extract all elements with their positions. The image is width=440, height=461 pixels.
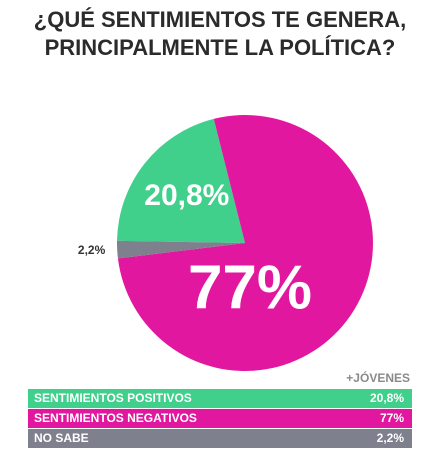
legend-swatch: [28, 429, 412, 448]
legend-label: NO SABE: [34, 431, 89, 445]
slice-label: 77%: [188, 253, 312, 322]
pie-slice: [117, 118, 245, 243]
slice-label: 2,2%: [78, 243, 106, 257]
legend-swatch: [28, 409, 412, 428]
legend-value: 20,8%: [370, 391, 404, 405]
annotation: +JÓVENES: [346, 370, 410, 385]
legend-label: SENTIMIENTOS POSITIVOS: [34, 391, 192, 405]
legend-value: 2,2%: [377, 431, 405, 445]
pie-slice: [116, 240, 245, 259]
chart-title: ¿QUÉ SENTIMIENTOS TE GENERA, PRINCIPALME…: [33, 7, 407, 60]
legend-value: 77%: [380, 411, 404, 425]
slice-label: 20,8%: [144, 179, 229, 212]
pie-slice: [117, 114, 373, 371]
legend-label: SENTIMIENTOS NEGATIVOS: [34, 411, 197, 425]
legend-swatch: [28, 389, 412, 408]
